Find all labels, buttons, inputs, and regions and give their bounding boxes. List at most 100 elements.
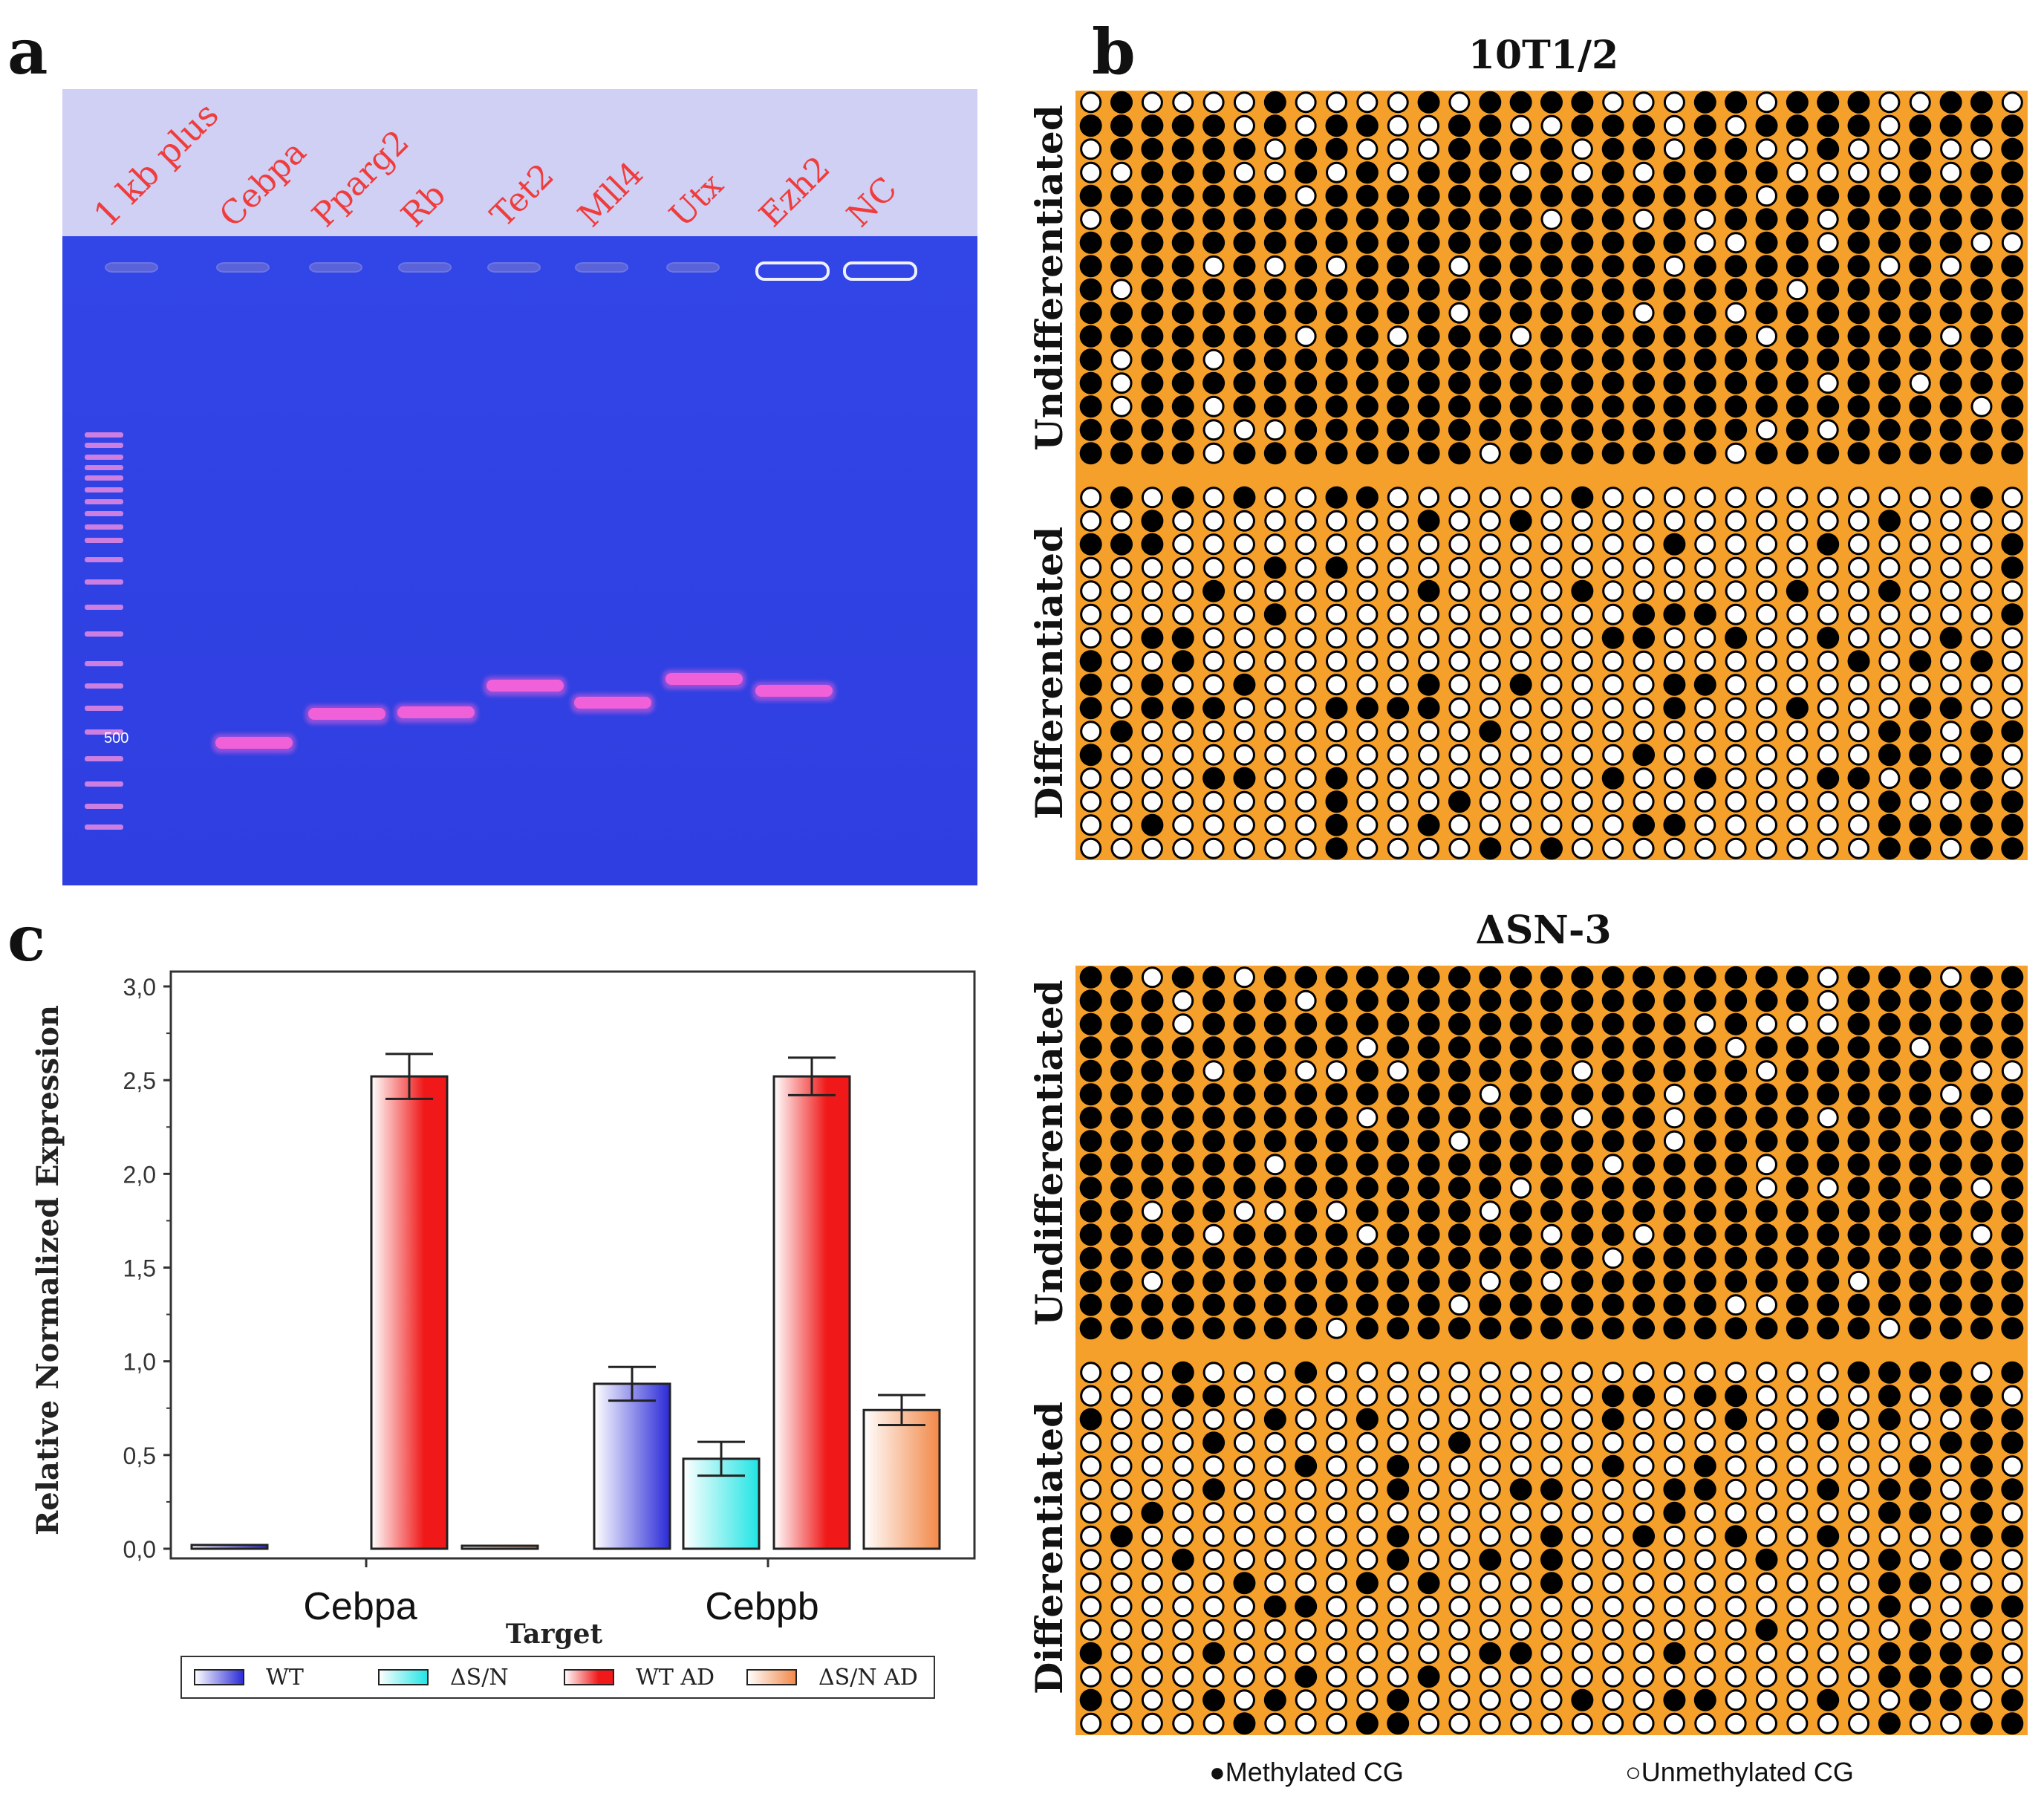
cpg-unmethylated: [1172, 744, 1194, 766]
cpg-unmethylated: [1786, 1362, 1809, 1384]
cpg-methylated: [1725, 1200, 1748, 1223]
cpg-methylated: [1325, 325, 1348, 348]
cpg-methylated: [1755, 231, 1778, 254]
cpg-methylated: [1325, 697, 1348, 720]
cpg-methylated: [1141, 1223, 1164, 1246]
cpg-methylated: [1079, 1293, 1102, 1316]
cpg-methylated: [1847, 1106, 1870, 1129]
cpg-unmethylated: [1878, 1317, 1901, 1339]
cpg-methylated: [1295, 1454, 1318, 1477]
cpg-methylated: [1479, 395, 1502, 418]
cpg-methylated: [1571, 989, 1594, 1012]
cpg-methylated: [1939, 1036, 1962, 1059]
cpg-unmethylated: [1755, 510, 1777, 532]
cpg-methylated: [1909, 1106, 1932, 1129]
cpg-methylated: [1601, 1059, 1624, 1082]
cpg-unmethylated: [1878, 1431, 1901, 1454]
cpg-methylated: [1171, 626, 1194, 649]
cpg-methylated: [1817, 302, 1840, 325]
cpg-unmethylated: [1755, 1060, 1777, 1082]
cpg-methylated: [2001, 1712, 2024, 1735]
cpg-methylated: [1970, 1408, 1993, 1431]
cpg-unmethylated: [1786, 603, 1809, 625]
cpg-methylated: [1355, 486, 1379, 509]
cpg-unmethylated: [1725, 814, 1747, 836]
cpg-methylated: [1110, 1036, 1133, 1059]
cpg-methylated: [1417, 1317, 1440, 1340]
cpg-unmethylated: [1418, 603, 1440, 625]
cpg-methylated: [1479, 348, 1502, 371]
cpg-methylated: [1479, 1246, 1502, 1269]
cpg-unmethylated: [1694, 1665, 1716, 1688]
cpg-methylated: [1663, 348, 1686, 371]
cpg-unmethylated: [1141, 1385, 1163, 1407]
cpg-unmethylated: [1110, 1455, 1133, 1477]
cpg-unmethylated: [1080, 1525, 1102, 1547]
cpg-methylated: [1479, 161, 1502, 184]
cpg-methylated: [1417, 1200, 1440, 1223]
cpg-unmethylated: [1878, 627, 1901, 649]
cpg-methylated: [1171, 486, 1194, 509]
ladder-band: [85, 499, 123, 504]
cpg-unmethylated: [1264, 1642, 1286, 1665]
cpg-methylated: [1325, 1036, 1348, 1059]
cpg-unmethylated: [1725, 1642, 1747, 1665]
cpg-methylated: [1663, 418, 1686, 441]
cpg-unmethylated: [1848, 790, 1870, 813]
cpg-methylated: [1633, 1200, 1656, 1223]
cpg-methylated: [1725, 208, 1748, 231]
cpg-methylated: [1263, 184, 1286, 207]
cpg-methylated: [1417, 1130, 1440, 1153]
cpg-unmethylated: [1326, 744, 1348, 766]
cpg-methylated: [1633, 114, 1656, 137]
cpg-methylated: [1387, 371, 1410, 394]
cpg-methylated: [1909, 650, 1932, 673]
cpg-methylated: [1448, 161, 1471, 184]
cpg-unmethylated: [1571, 603, 1593, 625]
cpg-methylated: [2001, 371, 2024, 394]
cpg-unmethylated: [1080, 1549, 1102, 1571]
cpg-methylated: [1202, 1478, 1226, 1501]
cpg-unmethylated: [1295, 1549, 1317, 1571]
y-tick-label: 0,5: [123, 1443, 156, 1469]
cpg-methylated: [1663, 1200, 1686, 1223]
cpg-methylated: [1509, 673, 1532, 696]
cpg-methylated: [1387, 184, 1410, 207]
cpg-unmethylated: [1264, 1712, 1286, 1734]
cpg-unmethylated: [2001, 1385, 2023, 1407]
cpg-methylated: [1110, 325, 1133, 348]
cpg-methylated: [1171, 348, 1194, 371]
cpg-unmethylated: [1356, 138, 1379, 160]
cpg-methylated: [1417, 1036, 1440, 1059]
cpg-unmethylated: [1510, 580, 1532, 602]
cpg-unmethylated: [1817, 487, 1839, 509]
cpg-unmethylated: [2001, 487, 2023, 509]
cpg-unmethylated: [1172, 1619, 1194, 1641]
cpg-unmethylated: [1141, 790, 1163, 813]
cpg-unmethylated: [1448, 1549, 1471, 1571]
cpg-unmethylated: [1080, 580, 1102, 602]
cpg-methylated: [1417, 371, 1440, 394]
cpg-unmethylated: [1141, 721, 1163, 743]
cpg-methylated: [1939, 1130, 1962, 1153]
cpg-unmethylated: [1633, 1596, 1655, 1618]
cpg-methylated: [1663, 697, 1686, 720]
cpg-methylated: [1233, 184, 1256, 207]
cpg-unmethylated: [1970, 533, 1993, 556]
cpg-methylated: [1540, 1012, 1563, 1035]
cpg-methylated: [1755, 278, 1778, 301]
cpg-unmethylated: [1663, 1362, 1685, 1384]
cpg-methylated: [1171, 208, 1194, 231]
cpg-methylated: [1663, 208, 1686, 231]
cpg-unmethylated: [1326, 91, 1348, 114]
cpg-methylated: [1633, 184, 1656, 207]
cpg-unmethylated: [1295, 185, 1317, 207]
cpg-methylated: [1479, 184, 1502, 207]
cpg-methylated: [1448, 1200, 1471, 1223]
ladder-band: [85, 557, 123, 562]
cpg-unmethylated: [1755, 487, 1777, 509]
cpg-unmethylated: [1571, 1549, 1593, 1571]
cpg-methylated: [1878, 1572, 1901, 1595]
cpg-unmethylated: [1479, 1200, 1501, 1223]
cpg-methylated: [1909, 966, 1932, 989]
